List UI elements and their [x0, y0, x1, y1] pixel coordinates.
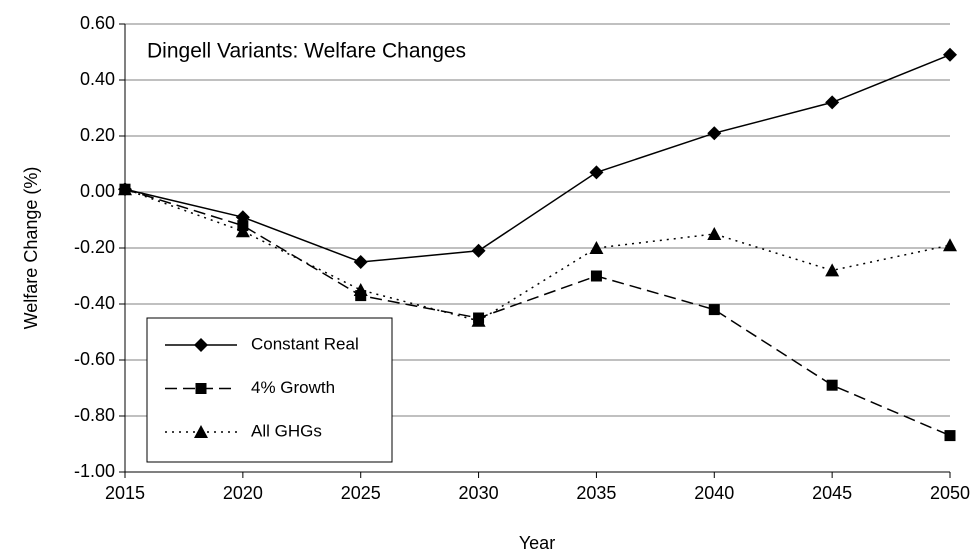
- marker: [708, 304, 720, 316]
- marker: [118, 182, 132, 196]
- marker: [943, 47, 957, 62]
- marker: [471, 313, 486, 327]
- y-tick-label: -1.00: [74, 461, 115, 481]
- marker: [353, 283, 368, 296]
- legend-label: All GHGs: [251, 421, 322, 440]
- marker: [353, 255, 368, 269]
- series-line: [124, 188, 951, 322]
- y-axis-label: Welfare Change (%): [21, 167, 41, 330]
- series-line: [124, 188, 951, 437]
- series-line: [124, 54, 951, 263]
- y-tick-label: 0.40: [80, 69, 115, 89]
- chart-annotation: Dingell Variants: Welfare Changes: [147, 40, 466, 63]
- y-tick-label: -0.40: [74, 293, 115, 313]
- x-tick-label: 2030: [459, 483, 499, 503]
- marker: [944, 430, 956, 442]
- legend-marker: [195, 383, 207, 394]
- marker: [825, 95, 840, 110]
- marker: [825, 263, 840, 277]
- x-tick-label: 2040: [694, 483, 734, 503]
- x-axis-label: Year: [519, 533, 555, 553]
- y-tick-label: 0.60: [80, 13, 115, 33]
- y-tick-label: 0.00: [80, 181, 115, 201]
- y-tick-label: -0.80: [74, 405, 115, 425]
- legend-marker: [194, 338, 208, 352]
- legend-marker: [194, 425, 208, 438]
- legend-label: 4% Growth: [251, 378, 335, 397]
- x-tick-label: 2025: [341, 483, 381, 503]
- x-tick-label: 2035: [576, 483, 616, 503]
- y-tick-label: -0.20: [74, 237, 115, 257]
- marker: [707, 227, 722, 240]
- x-tick-label: 2015: [105, 483, 145, 503]
- x-tick-label: 2050: [930, 483, 970, 503]
- x-tick-label: 2045: [812, 483, 852, 503]
- y-tick-label: -0.60: [74, 349, 115, 369]
- marker: [589, 241, 604, 254]
- marker: [235, 224, 250, 238]
- marker: [707, 126, 722, 141]
- marker: [943, 238, 957, 252]
- marker: [590, 270, 602, 282]
- legend-label: Constant Real: [251, 334, 359, 353]
- x-tick-label: 2020: [223, 483, 263, 503]
- legend-box: [146, 317, 393, 463]
- marker: [471, 243, 486, 258]
- marker: [589, 165, 604, 180]
- y-tick-label: 0.20: [80, 125, 115, 145]
- marker: [826, 379, 838, 391]
